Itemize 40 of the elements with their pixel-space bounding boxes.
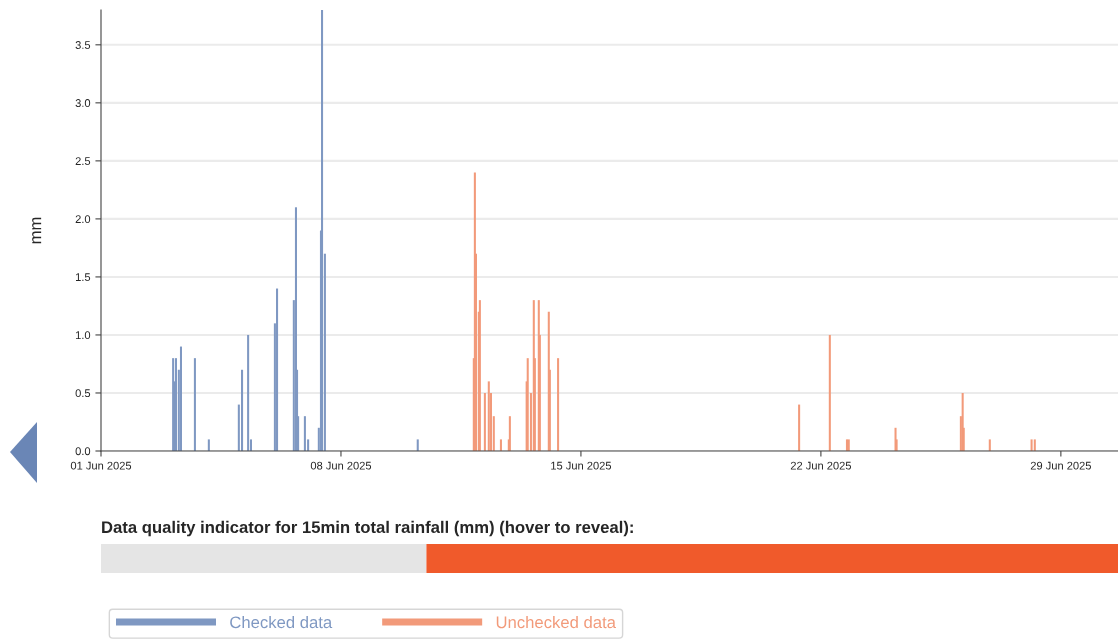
x-tick-label: 08 Jun 2025 [310, 461, 372, 470]
y-tick-label: 0.5 [75, 389, 91, 398]
bar [526, 358, 529, 451]
bar [1030, 439, 1033, 451]
bar [276, 288, 279, 451]
text: Unchecked data [496, 615, 616, 629]
bar [416, 439, 419, 451]
bar [303, 416, 306, 451]
bar [483, 392, 486, 451]
bar [1033, 439, 1036, 451]
x-tick-label: 29 Jun 2025 [1030, 461, 1091, 470]
y-tick-label: 0.0 [75, 447, 91, 456]
bar [988, 439, 991, 451]
bar [478, 300, 481, 451]
text: Checked data [230, 615, 333, 629]
bar [321, 10, 324, 451]
bar [798, 404, 801, 451]
bar [508, 416, 511, 451]
bar [174, 358, 178, 451]
bar [179, 346, 183, 451]
bar [172, 358, 175, 451]
x-tick-label: 01 Jun 2025 [70, 461, 132, 470]
y-tick-label: 2.5 [75, 157, 91, 165]
bar [499, 439, 502, 451]
y-axis-title: mm [32, 217, 42, 244]
bar [193, 358, 196, 451]
bar [828, 334, 831, 451]
y-tick-label: 3.5 [75, 41, 91, 49]
bar [557, 358, 560, 451]
bar [247, 334, 250, 451]
x-tick-label: 22 Jun 2025 [790, 461, 852, 470]
chart-title: Data quality indicator for 15min total rainfall (mm) (hover to reveal): [102, 520, 633, 537]
y-tick-label: 1.0 [75, 331, 91, 340]
y-tick-label: 1.5 [75, 273, 91, 282]
y-tick-label: 2.0 [75, 215, 91, 224]
bar [487, 381, 490, 451]
bar [241, 369, 244, 451]
bar [207, 439, 210, 451]
y-tick-label: 3.0 [75, 99, 91, 107]
x-tick-label: 15 Jun 2025 [551, 461, 612, 470]
